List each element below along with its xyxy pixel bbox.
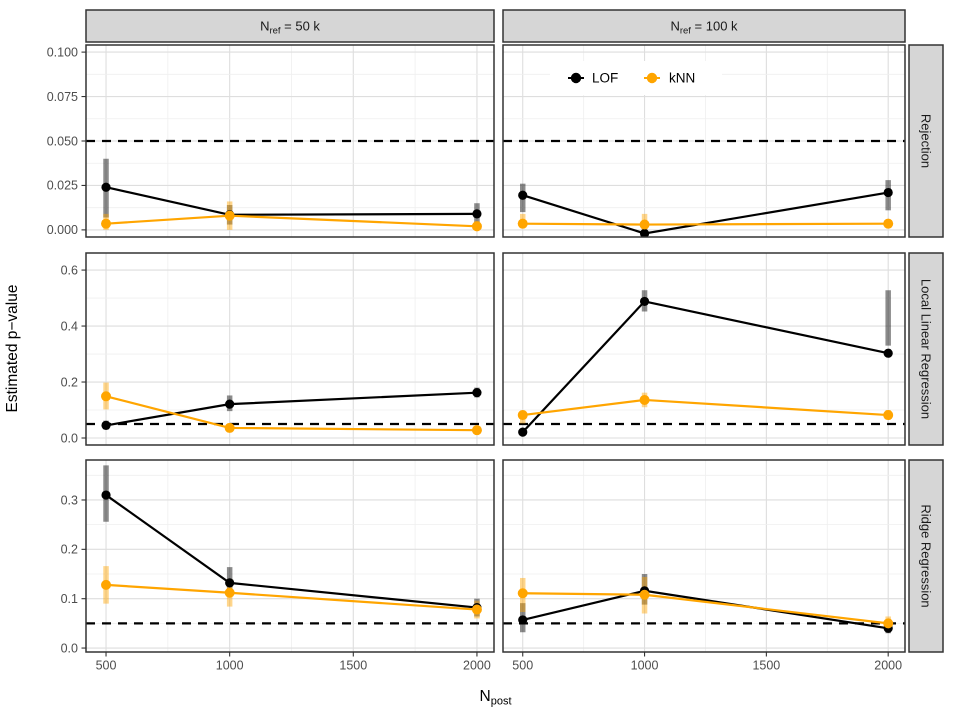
y-axis-title: Estimated p−value [4,285,21,413]
knn-point [883,410,894,421]
legend-item-label: kNN [669,71,695,86]
knn-point [883,218,894,229]
legend-item-lof: LOF [568,71,618,86]
panel-rejection-100k [503,45,905,237]
knn-point [224,422,235,433]
y-axis-tick-label: 0.0 [61,431,78,445]
legend-item-label: LOF [592,71,618,86]
facet-strip-top-label: Nref = 100 k [670,19,738,37]
y-axis-tick-label: 0.4 [61,319,78,333]
knn-point [883,618,894,629]
lof-point [883,348,893,358]
knn-point [517,588,528,599]
facet-strip-top-label: Nref = 50 k [260,19,320,37]
facet-strip-right [908,44,944,238]
y-axis-tick-label: 0.000 [47,223,78,237]
legend-key-dot [570,72,582,84]
knn-point [471,604,482,615]
panel-border-local-linear-regression-100k [502,252,906,446]
lof-point [225,399,235,409]
lof-point [225,578,235,588]
facet-strip-right-label: Local Linear Regression [919,279,934,419]
x-axis-title: Npost [480,688,512,708]
facet-strip-top [85,9,495,43]
lof-point [101,420,111,431]
y-axis-tick-label: 0.2 [61,375,78,389]
knn-point [517,410,528,421]
panel-bg-ridge-regression-50k [86,460,494,652]
x-axis-tick-label: 500 [96,659,117,673]
knn-point [101,391,112,402]
y-axis-tick-label: 0.025 [47,179,78,193]
panel-ridge-regression-100k [503,460,905,652]
x-axis-tick-label: 500 [512,659,533,673]
knn-point [101,579,112,590]
x-axis-tick-label: 1000 [216,659,244,673]
panel-local-linear-regression-50k [86,253,494,445]
y-axis-tick-label: 0.050 [47,134,78,148]
y-axis-tick-label: 0.6 [61,263,78,277]
y-axis-tick-label: 0.2 [61,543,78,557]
lof-point [518,615,528,625]
panel-border-rejection-100k [502,44,906,238]
lof-point [883,187,893,198]
x-axis-tick-label: 2000 [874,659,902,673]
x-axis-tick-label: 1500 [339,659,367,673]
knn-point [639,589,650,600]
lof-point [472,209,482,219]
lof-point [101,182,111,192]
panel-local-linear-regression-100k [503,253,905,445]
knn-point [224,210,235,221]
legend-key-dot [646,72,658,84]
facet-strip-top [502,9,906,43]
panel-bg-local-linear-regression-100k [503,253,905,445]
knn-line [522,222,889,226]
knn-point [471,425,482,436]
panel-border-ridge-regression-100k [502,459,906,653]
panel-ridge-regression-50k [86,460,494,652]
y-axis-tick-label: 0.1 [61,592,78,606]
knn-point [517,218,528,229]
y-axis-tick-label: 0.100 [47,45,78,59]
x-axis-tick-label: 1500 [752,659,780,673]
knn-point [224,587,235,598]
facet-strip-right-label: Ridge Regression [919,504,934,607]
lof-point [639,296,650,307]
panel-border-local-linear-regression-50k [85,252,495,446]
lof-point [101,490,111,500]
lof-point [639,228,650,237]
panel-bg-local-linear-regression-50k [86,253,494,445]
x-axis-tick-label: 2000 [463,659,491,673]
facet-strip-right [908,252,944,446]
panel-rejection-50k [86,45,494,237]
knn-point [471,221,482,232]
y-axis-tick-label: 0.0 [61,641,78,655]
lof-point [518,190,528,200]
legend-item-knn: kNN [644,71,695,86]
knn-point [639,394,650,405]
legend: LOF kNN [550,61,722,95]
facet-strip-right [908,459,944,653]
panel-border-ridge-regression-50k [85,459,495,653]
y-axis-tick-label: 0.075 [47,90,78,104]
lof-point [518,427,528,437]
knn-point [639,219,650,230]
x-axis-tick-label: 1000 [631,659,659,673]
y-axis-tick-label: 0.3 [61,493,78,507]
lof-point [472,388,482,398]
facet-strip-right-label: Rejection [919,114,934,168]
knn-point [101,218,112,229]
